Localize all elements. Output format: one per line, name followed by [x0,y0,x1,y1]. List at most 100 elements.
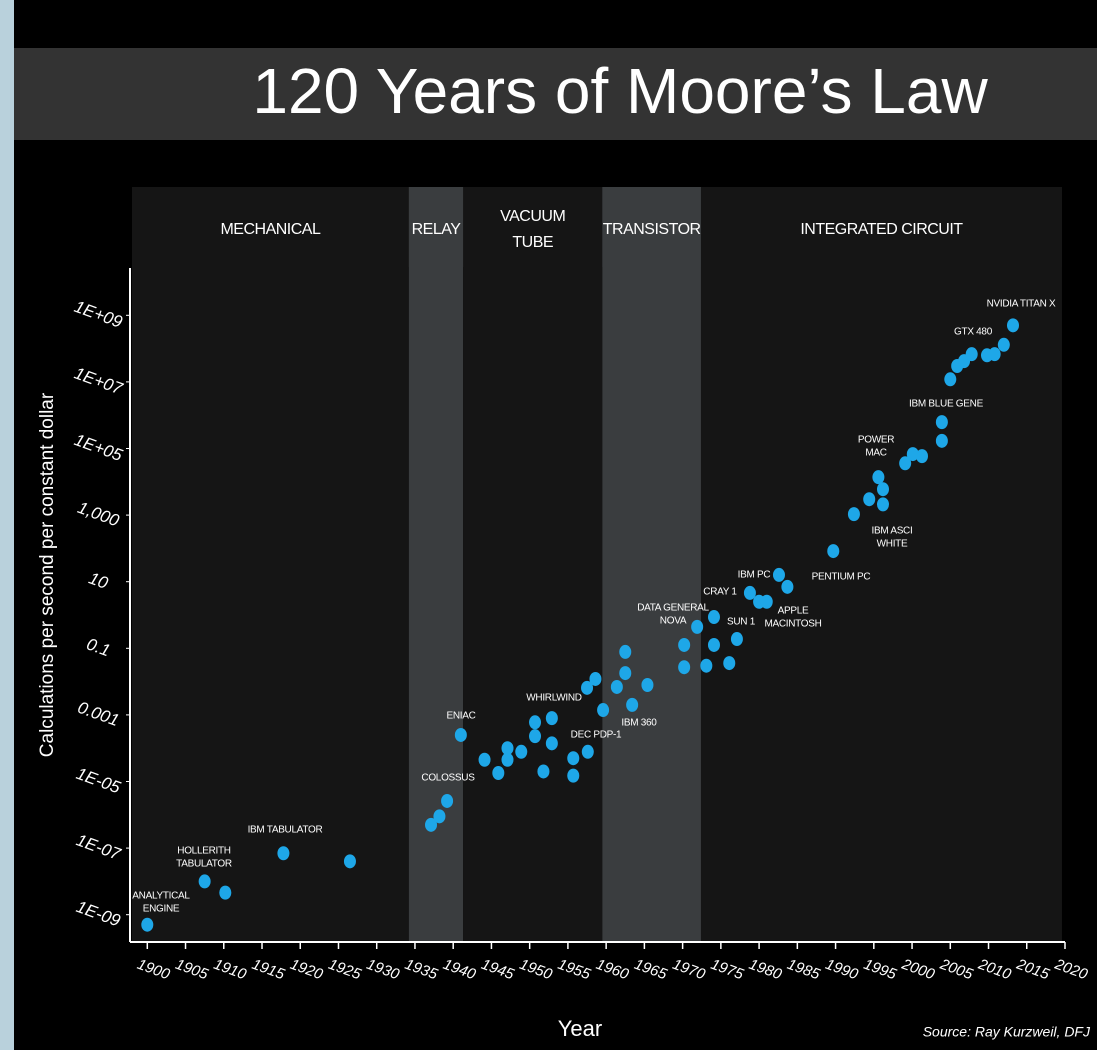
x-tick-label: 1910 [211,956,249,984]
data-point [988,347,1001,362]
x-tick-label: 1960 [594,956,632,984]
data-point [847,507,860,522]
data-point [219,885,232,900]
data-point [872,470,885,485]
annotation: CRAY 1 [703,587,737,598]
era-label: INTEGRATED CIRCUIT [800,221,963,238]
data-point [691,619,704,634]
data-point [906,447,919,462]
x-axis-title: Year [558,1016,602,1041]
y-tick-label: 1,000 [75,498,122,531]
data-point [760,594,773,609]
data-point [876,497,889,512]
y-tick-label: 1E+07 [72,364,126,399]
annotation: COLOSSUS [421,773,475,784]
data-point [529,729,542,744]
y-tick-label: 0.1 [84,634,113,660]
data-point [619,666,632,681]
data-point [567,751,580,766]
data-point [935,433,948,448]
y-tick-label: 1E+09 [72,297,126,332]
annotation: NOVA [660,616,687,627]
data-point [441,793,454,808]
data-point [141,917,154,932]
era-label: TUBE [512,234,553,251]
y-axis-title: Calculations per second per constant dol… [37,392,58,757]
era-label: MECHANICAL [220,221,321,238]
data-point [589,671,602,686]
data-point [743,585,756,600]
x-tick-label: 1945 [479,956,517,984]
x-tick-label: 1900 [135,956,173,984]
annotation: NVIDIA TITAN X [987,299,1056,310]
annotation: SUN 1 [727,617,756,628]
era-label: VACUUM [500,208,565,225]
x-tick-label: 1935 [403,956,441,984]
x-tick-label: 1930 [364,956,402,984]
data-point [501,752,514,767]
data-point [626,697,639,712]
data-point [915,449,928,464]
data-point [581,680,594,695]
data-point [537,764,550,779]
data-point [944,372,957,387]
x-tick-label: 2000 [899,955,938,983]
data-point [492,765,505,780]
annotation: DATA GENERAL [637,603,709,614]
era-label: TRANSISTOR [603,221,701,238]
data-point [545,711,558,726]
data-point [433,809,446,824]
era-band [700,187,1062,942]
x-tick-label: 2020 [1052,955,1091,983]
x-tick-label: 1990 [823,956,861,984]
y-tick-label: 1E-05 [74,764,124,798]
x-tick-label: 1955 [556,956,594,984]
era-label: RELAY [412,221,462,238]
data-point [610,679,623,694]
data-point [899,456,912,471]
y-tick-label: 1E-07 [74,830,124,864]
data-point [545,736,558,751]
y-tick-label: 1E-09 [74,897,124,931]
x-tick-label: 1980 [747,956,785,984]
annotation: MACINTOSH [764,619,821,630]
annotation: APPLE [778,606,809,617]
era-band [132,187,409,942]
era-band [463,187,603,942]
title-banner [14,48,1097,140]
annotation: ENIAC [446,711,475,722]
data-point [772,567,785,582]
data-point [277,846,290,861]
data-point [707,610,720,625]
data-point [700,658,713,673]
data-point [678,637,691,652]
x-tick-label: 2005 [937,955,976,983]
annotation: PENTIUM PC [812,572,871,583]
x-tick-label: 1995 [861,956,899,984]
x-tick-label: 2010 [975,955,1014,983]
data-point [730,632,743,647]
data-point [581,744,594,759]
data-point [781,579,794,594]
annotation: IBM TABULATOR [248,825,323,836]
chart-title: 120 Years of Moore’s Law [252,55,988,127]
y-tick-label: 0.001 [75,698,121,730]
data-point [198,874,211,889]
era-band [408,187,464,942]
x-tick-label: 1950 [517,956,555,984]
x-tick-label: 1965 [632,956,670,984]
x-tick-label: 1975 [708,956,746,984]
x-tick-label: 2015 [1013,955,1052,983]
data-point [567,768,580,783]
annotation: TABULATOR [176,859,232,870]
x-tick-label: 1940 [441,956,479,984]
data-point [454,727,467,742]
data-point [876,482,889,497]
data-point [529,715,542,730]
data-point [597,703,610,718]
x-tick-label: 1970 [670,956,708,984]
data-point [678,660,691,675]
x-tick-label: 1920 [288,956,326,984]
